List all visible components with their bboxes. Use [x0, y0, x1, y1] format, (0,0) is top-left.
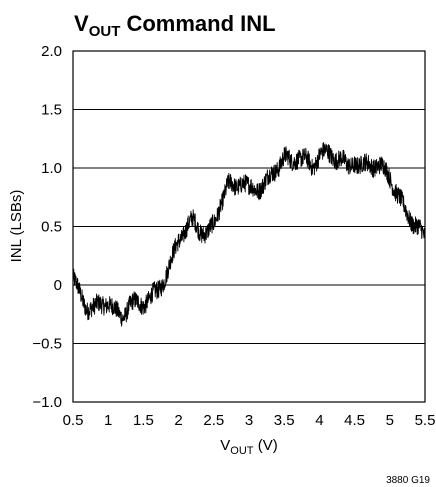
x-tick-label: 0.5	[63, 412, 84, 429]
series-layer	[72, 142, 426, 327]
chart-title: VOUT Command INL	[74, 11, 276, 40]
plot-frame	[72, 50, 426, 403]
x-tick-label: 1.5	[133, 412, 154, 429]
y-tick-label: 0	[54, 277, 62, 294]
x-tick-label: 2.5	[203, 412, 224, 429]
x-tick-label: 5.5	[415, 412, 436, 429]
y-tick-label: 2.0	[41, 43, 62, 60]
x-tick-labels: 0.5 1 1.5 2 2.5 3 3.5 4 4.5 5 5.5	[63, 412, 436, 429]
y-tick-label: −0.5	[32, 336, 62, 353]
x-tick-label: 2	[174, 412, 182, 429]
x-tick-label: 4	[315, 412, 323, 429]
y-tick-label: 1.5	[41, 102, 62, 119]
y-gridlines	[73, 109, 425, 344]
x-tick-label: 3.5	[274, 412, 295, 429]
y-tick-labels: −1.0 −0.5 0 0.5 1.0 1.5 2.0	[32, 43, 62, 411]
y-axis-label: INL (LSBs)	[8, 190, 25, 263]
figure-code: 3880 G19	[386, 475, 430, 486]
inl-series-line	[72, 142, 426, 327]
y-tick-label: 1.0	[41, 160, 62, 177]
y-tick-label: 0.5	[41, 219, 62, 236]
x-tick-label: 3	[245, 412, 253, 429]
x-tick-label: 5	[386, 412, 394, 429]
y-tick-label: −1.0	[32, 394, 62, 411]
x-tick-label: 4.5	[344, 412, 365, 429]
x-axis-label: VOUT (V)	[220, 437, 277, 457]
x-tick-label: 1	[104, 412, 112, 429]
